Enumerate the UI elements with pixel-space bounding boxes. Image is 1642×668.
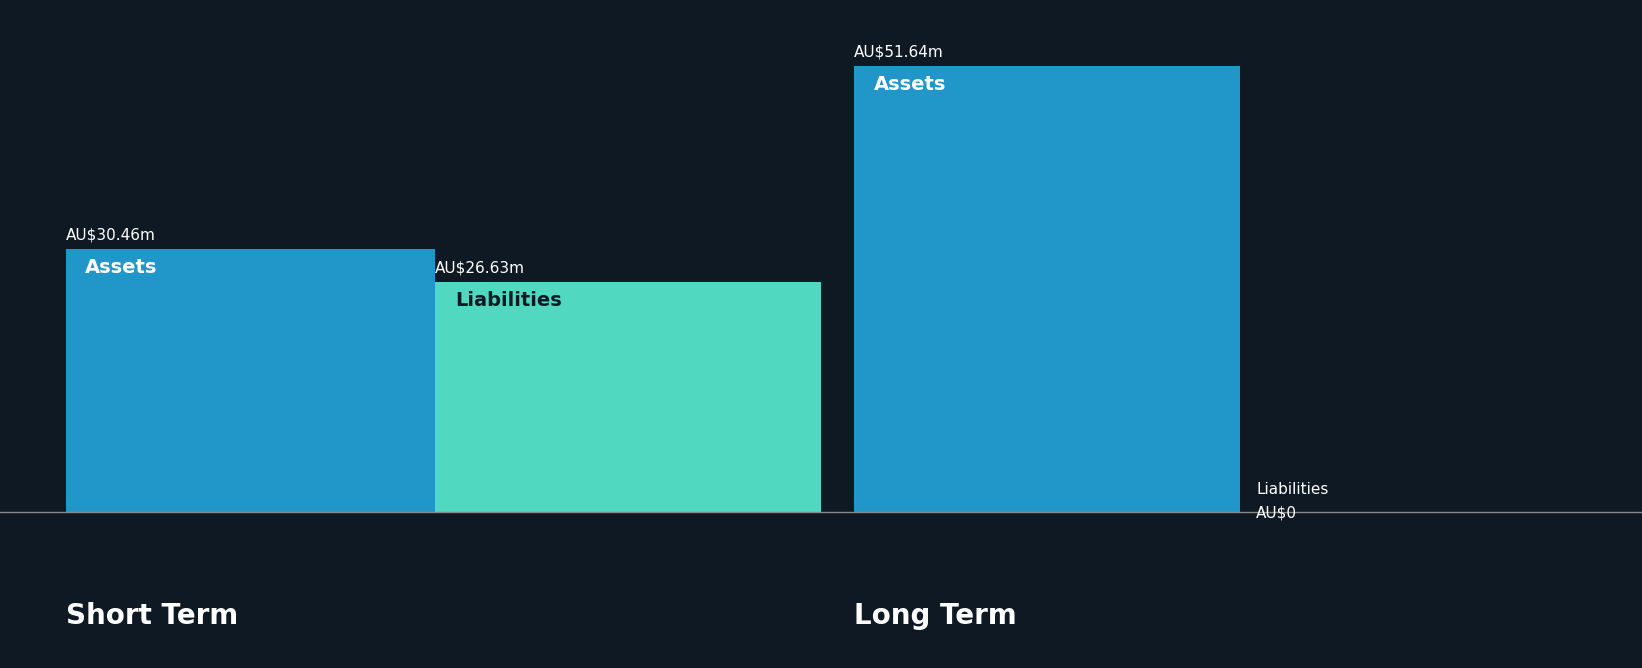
Text: AU$30.46m: AU$30.46m: [66, 227, 156, 242]
Text: AU$51.64m: AU$51.64m: [854, 44, 944, 59]
Text: Liabilities: Liabilities: [1256, 482, 1328, 497]
Text: Assets: Assets: [874, 75, 946, 94]
Text: Short Term: Short Term: [66, 602, 238, 630]
Bar: [435, 282, 821, 512]
Text: AU$0: AU$0: [1256, 505, 1297, 520]
Text: Liabilities: Liabilities: [455, 291, 562, 310]
Text: Assets: Assets: [85, 258, 158, 277]
Bar: [66, 249, 435, 512]
Bar: [854, 66, 1240, 512]
Text: Long Term: Long Term: [854, 602, 1016, 630]
Text: AU$26.63m: AU$26.63m: [435, 261, 525, 275]
